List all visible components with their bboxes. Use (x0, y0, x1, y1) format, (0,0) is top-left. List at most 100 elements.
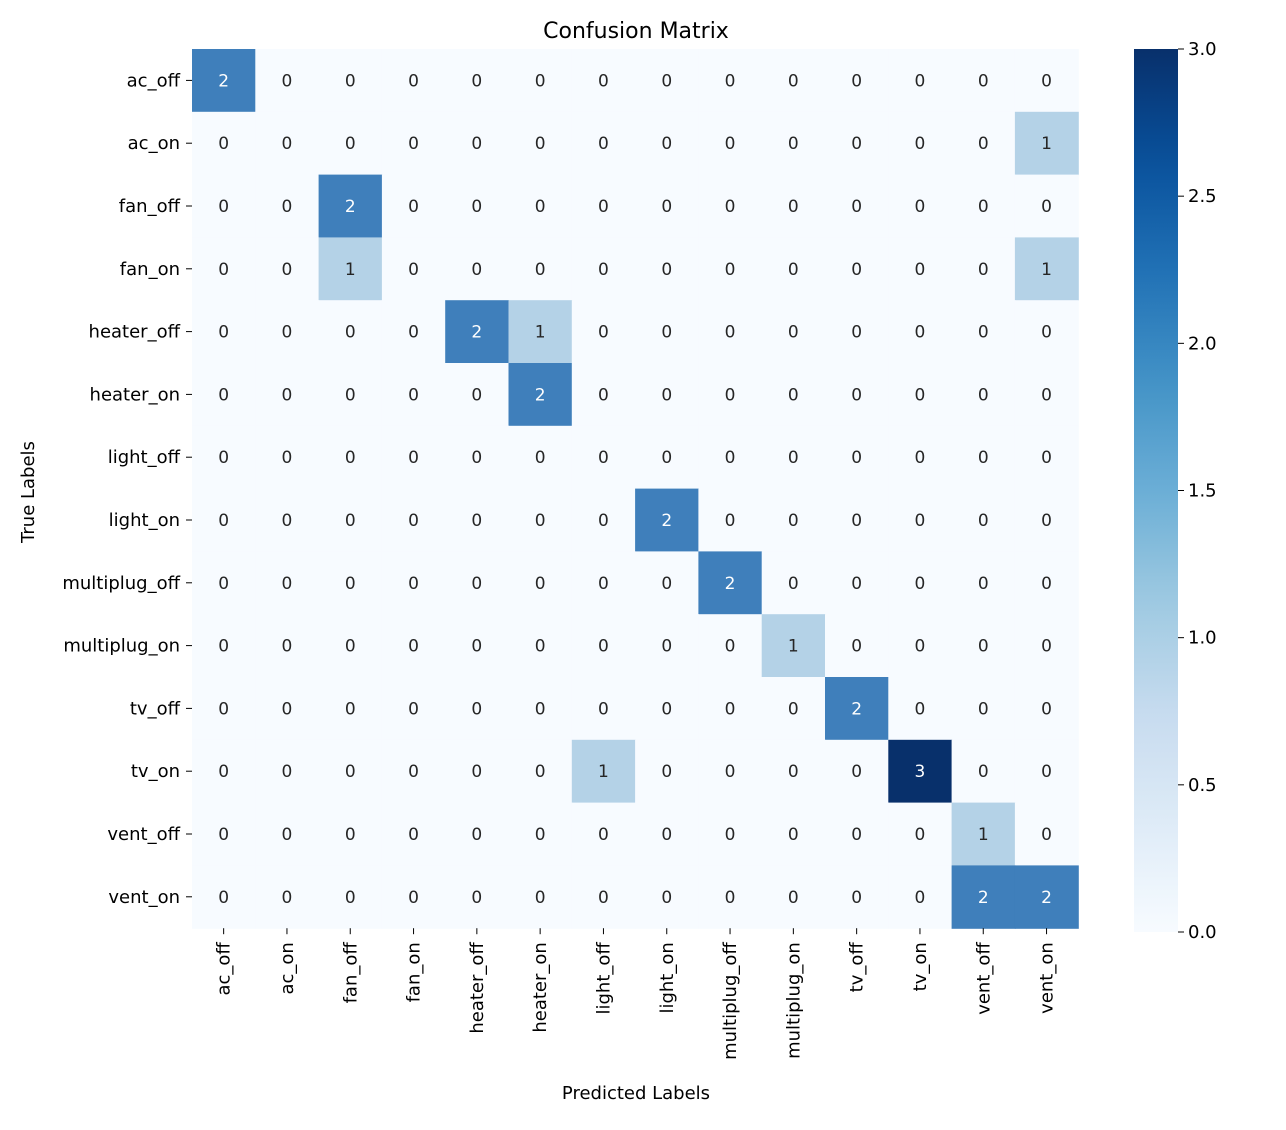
cell-value-label: 0 (282, 699, 293, 719)
cell-value-label: 0 (535, 134, 546, 154)
cell-value-label: 0 (535, 888, 546, 908)
cell-value-label: 0 (345, 134, 356, 154)
y-tick-label: tv_off (130, 698, 181, 719)
cell-value-label: 0 (598, 511, 609, 531)
heatmap-cell (445, 174, 510, 238)
cell-value-label: 0 (788, 71, 799, 91)
cell-value-label: 0 (661, 699, 672, 719)
heatmap-cell (825, 49, 889, 113)
cell-value-label: 0 (978, 71, 989, 91)
cell-value-label: 0 (471, 637, 482, 657)
heatmap-cell (318, 551, 383, 615)
cell-value-label: 0 (471, 448, 482, 468)
cell-value-label: 0 (408, 323, 419, 343)
cell-value-label: 2 (218, 71, 229, 91)
cell-value-label: 0 (788, 762, 799, 782)
cell-value-label: 0 (345, 888, 356, 908)
heatmap-cell (825, 739, 889, 804)
heatmap-cell (1014, 363, 1079, 427)
cell-value-label: 0 (535, 574, 546, 594)
heatmap-cell (698, 111, 763, 176)
heatmap-cell (951, 614, 1016, 678)
heatmap-cell (761, 174, 826, 238)
heatmap-cell (825, 363, 889, 427)
heatmap-cell (381, 802, 446, 866)
heatmap-cell (381, 425, 446, 490)
heatmap-cell (635, 174, 699, 238)
cell-value-labels: 2 0 0 0 0 0 0 0 0 0 0 0 0 0 0 0 0 0 0 0 0 0 0 0 0 0 0 1 0 0 2 0 0 0 0 0 0 0 0 0… (218, 71, 1052, 907)
cell-value-label: 0 (282, 762, 293, 782)
cell-value-label: 0 (471, 134, 482, 154)
cell-value-label: 0 (598, 448, 609, 468)
heatmap-cell (192, 739, 256, 804)
heatmap-cell (825, 237, 889, 301)
cell-value-label: 0 (978, 637, 989, 657)
heatmap-cell (698, 551, 763, 615)
cell-value-label: 0 (915, 637, 926, 657)
heatmap-cell (888, 802, 953, 866)
cell-value-label: 0 (915, 825, 926, 845)
heatmap-cell (318, 677, 383, 741)
cell-value-label: 0 (978, 260, 989, 280)
cell-value-label: 0 (408, 448, 419, 468)
heatmap-cell (508, 363, 573, 427)
heatmap-cell (571, 551, 636, 615)
heatmap-cell (635, 677, 699, 741)
cell-value-label: 0 (282, 385, 293, 405)
cell-value-label: 0 (915, 197, 926, 217)
cell-value-label: 0 (218, 637, 229, 657)
cell-value-label: 0 (408, 511, 419, 531)
cell-value-label: 0 (282, 197, 293, 217)
cell-value-label: 0 (1041, 197, 1052, 217)
heatmap-cell (825, 802, 889, 866)
cell-value-label: 0 (408, 260, 419, 280)
heatmap-cell (255, 739, 320, 804)
cell-value-label: 1 (598, 762, 609, 782)
cell-value-label: 0 (535, 260, 546, 280)
x-axis: ac_off ac_on fan_off fan_on heater_off heater… (214, 928, 1058, 1060)
cell-value-label: 1 (535, 323, 546, 343)
chart-title: Confusion Matrix (543, 19, 729, 44)
heatmap-cell (951, 739, 1016, 804)
heatmap-cell (698, 488, 763, 552)
cell-value-label: 0 (345, 699, 356, 719)
cell-value-label: 0 (535, 511, 546, 531)
heatmap-cell (825, 425, 889, 490)
heatmap-cell (1014, 237, 1079, 301)
heatmap-cell (888, 49, 953, 113)
heatmap-cell (571, 739, 636, 804)
cell-value-label: 0 (471, 888, 482, 908)
cell-value-label: 0 (725, 385, 736, 405)
cell-value-label: 0 (978, 134, 989, 154)
cell-value-label: 0 (408, 71, 419, 91)
heatmap-cell (445, 300, 510, 364)
heatmap-cell (318, 739, 383, 804)
heatmap-cell (381, 111, 446, 176)
heatmap-cell (192, 49, 256, 113)
cell-value-label: 0 (218, 323, 229, 343)
cell-value-label: 0 (851, 637, 862, 657)
cell-value-label: 2 (471, 323, 482, 343)
y-tick-label: multiplug_on (63, 636, 180, 657)
cell-value-label: 2 (1041, 888, 1052, 908)
cell-value-label: 0 (598, 574, 609, 594)
cell-value-label: 0 (218, 888, 229, 908)
cell-value-label: 0 (282, 134, 293, 154)
heatmap-cell (381, 363, 446, 427)
heatmap-cell (888, 425, 953, 490)
heatmap-cell (1014, 677, 1079, 741)
cell-value-label: 0 (725, 197, 736, 217)
x-tick-label: ac_off (214, 942, 235, 996)
cell-value-label: 0 (978, 385, 989, 405)
cell-value-label: 0 (282, 323, 293, 343)
cell-value-label: 0 (408, 134, 419, 154)
heatmap-cell (192, 802, 256, 866)
x-tick-label: vent_on (1037, 942, 1058, 1014)
heatmap-cell (825, 174, 889, 238)
heatmap-cell (192, 363, 256, 427)
cell-value-label: 0 (1041, 323, 1052, 343)
heatmap-cell (761, 111, 826, 176)
cell-value-label: 0 (915, 448, 926, 468)
heatmap-cell (445, 363, 510, 427)
x-tick-label: light_on (657, 942, 678, 1013)
